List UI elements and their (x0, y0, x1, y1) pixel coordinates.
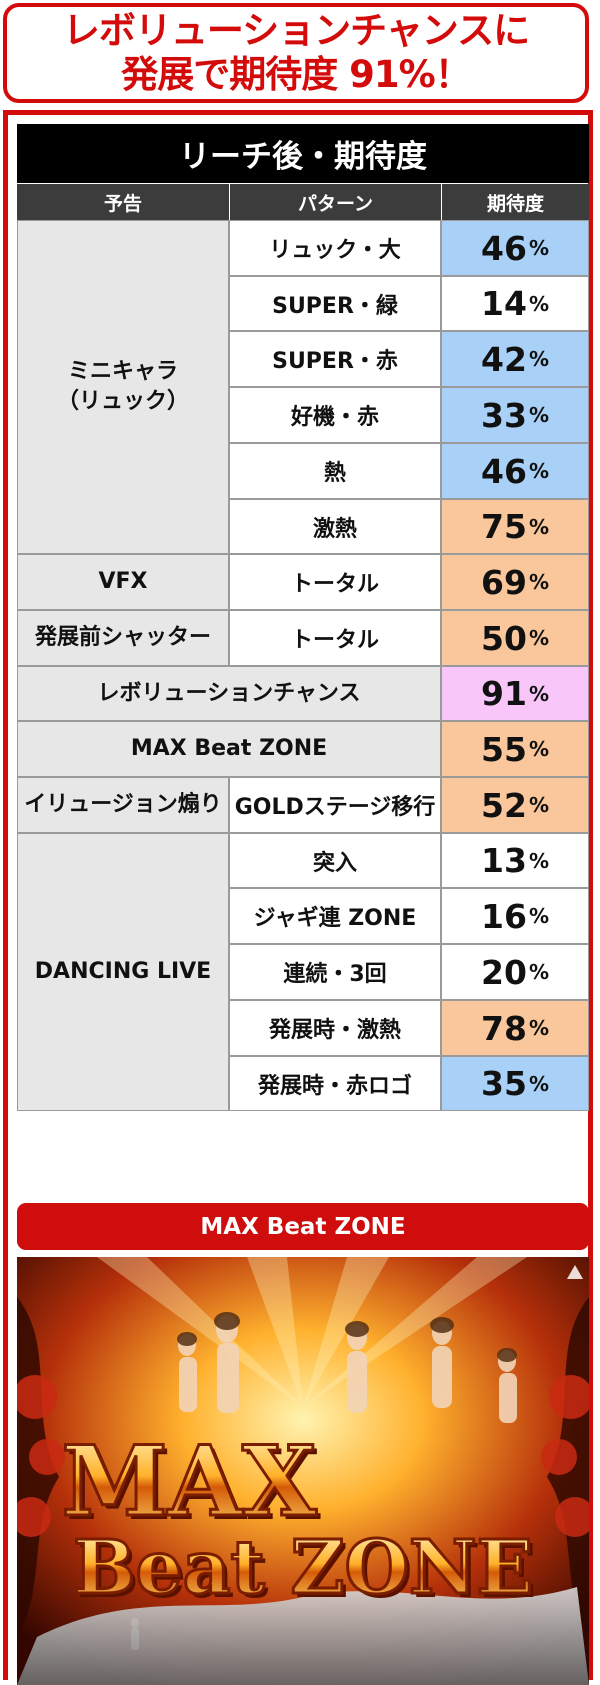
percent-unit: % (528, 291, 549, 316)
expectation-value: 13 (481, 841, 527, 880)
header-pattern: パターン (230, 184, 441, 220)
pattern-cell: トータル (229, 610, 441, 666)
pattern-cell: GOLDステージ移行 (229, 777, 441, 833)
percent-unit: % (528, 960, 549, 984)
pattern-cell: 激熱 (229, 499, 441, 554)
expectation-cell: 78% (441, 1000, 589, 1056)
percent-unit: % (528, 347, 549, 371)
pattern-cell: SUPER・緑 (229, 276, 441, 331)
percent-unit: % (528, 570, 549, 594)
pattern-cell: 突入 (229, 833, 441, 888)
percent-unit: % (528, 236, 549, 260)
pattern-cell: SUPER・赤 (229, 331, 441, 387)
percent-unit: % (528, 459, 549, 483)
percent-unit: % (528, 1071, 549, 1096)
expectation-cell: 16% (441, 888, 589, 944)
pattern-cell: 好機・赤 (229, 387, 441, 443)
expectation-cell: 91% (441, 666, 589, 721)
table-title: リーチ後・期待度 (17, 124, 589, 183)
pattern-cell: リュック・大 (229, 220, 441, 276)
expectation-cell: 46% (441, 220, 589, 276)
expectation-cell: 75% (441, 499, 589, 554)
percent-unit: % (528, 681, 549, 706)
pattern-cell: 発展時・赤ロゴ (229, 1056, 441, 1111)
expectation-cell: 42% (441, 331, 589, 387)
notice-cell: ミニキャラ （リュック） (17, 220, 229, 554)
section-label-bar: MAX Beat ZONE (17, 1203, 589, 1250)
notice-cell: DANCING LIVE (17, 833, 229, 1111)
expectation-cell: 55% (441, 721, 589, 777)
percent-unit: % (528, 514, 549, 539)
header-expectation: 期待度 (442, 184, 589, 220)
pattern-cell: ジャギ連 ZONE (229, 888, 441, 944)
pattern-cell: トータル (229, 554, 441, 610)
expectation-value: 69 (481, 562, 527, 602)
expectation-value: 78 (481, 1008, 527, 1048)
pattern-cell: 発展時・激熱 (229, 1000, 441, 1056)
expectation-value: 75 (481, 507, 527, 546)
percent-unit: % (528, 904, 549, 928)
pattern-cell: 連続・3回 (229, 944, 441, 1000)
expectation-cell: 35% (441, 1056, 589, 1111)
expectation-cell: 33% (441, 387, 589, 443)
expectation-table: ミニキャラ （リュック） リュック・大 46% SUPER・緑 14% SUPER・赤 42%… (17, 220, 589, 1306)
notice-cell: レボリューションチャンス (17, 666, 441, 721)
expectation-value: 52 (481, 785, 527, 825)
expectation-value: 20 (481, 952, 527, 992)
logo-line-2: Beat ZONE (73, 1525, 533, 1611)
logo-shadow-line-2: Beat ZONE (77, 1529, 537, 1615)
notice-cell: 発展前シャッター (17, 610, 229, 666)
expectation-value: 46 (481, 228, 527, 268)
expectation-value: 42 (481, 339, 527, 379)
expectation-cell: 20% (441, 944, 589, 1000)
logo-line-1: MAX (61, 1425, 317, 1538)
percent-unit: % (528, 403, 549, 427)
expectation-value: 91 (481, 674, 527, 713)
expectation-value: 55 (481, 729, 527, 769)
expectation-cell: 13% (441, 833, 589, 888)
expectation-value: 35 (481, 1064, 527, 1103)
percent-unit: % (528, 737, 549, 761)
percent-unit: % (528, 626, 549, 650)
percent-unit: % (528, 848, 549, 873)
notice-cell: VFX (17, 554, 229, 610)
expectation-value: 16 (481, 896, 527, 936)
artwork-illustration: MAX MAX Beat ZONE Beat ZONE (17, 1257, 589, 1685)
max-beat-zone-artwork: MAX MAX Beat ZONE Beat ZONE (17, 1257, 589, 1685)
expectation-value: 33 (481, 395, 527, 435)
expectation-cell: 52% (441, 777, 589, 833)
headline-line-1: レボリューションチャンスに (62, 9, 530, 52)
notice-cell: イリュージョン煽り (17, 777, 229, 833)
logo-shadow-line-1: MAX (65, 1429, 321, 1542)
notice-cell: MAX Beat ZONE (17, 721, 441, 777)
content-panel: リーチ後・期待度 予告 パターン 期待度 ミニキャラ （リュック） リュック・大 46… (3, 110, 593, 1685)
header-notice: 予告 (17, 184, 229, 220)
percent-unit: % (528, 793, 549, 817)
percent-unit: % (528, 1016, 549, 1040)
pattern-cell: 熱 (229, 443, 441, 499)
expectation-value: 14 (481, 284, 527, 323)
expectation-value: 50 (481, 618, 527, 658)
expectation-cell: 46% (441, 443, 589, 499)
expectation-cell: 50% (441, 610, 589, 666)
expectation-cell: 69% (441, 554, 589, 610)
expectation-value: 46 (481, 451, 527, 491)
headline-banner: レボリューションチャンスに 発展で期待度 91%！ (3, 3, 589, 103)
headline-line-2: 発展で期待度 91%！ (121, 53, 471, 96)
expectation-cell: 14% (441, 276, 589, 331)
